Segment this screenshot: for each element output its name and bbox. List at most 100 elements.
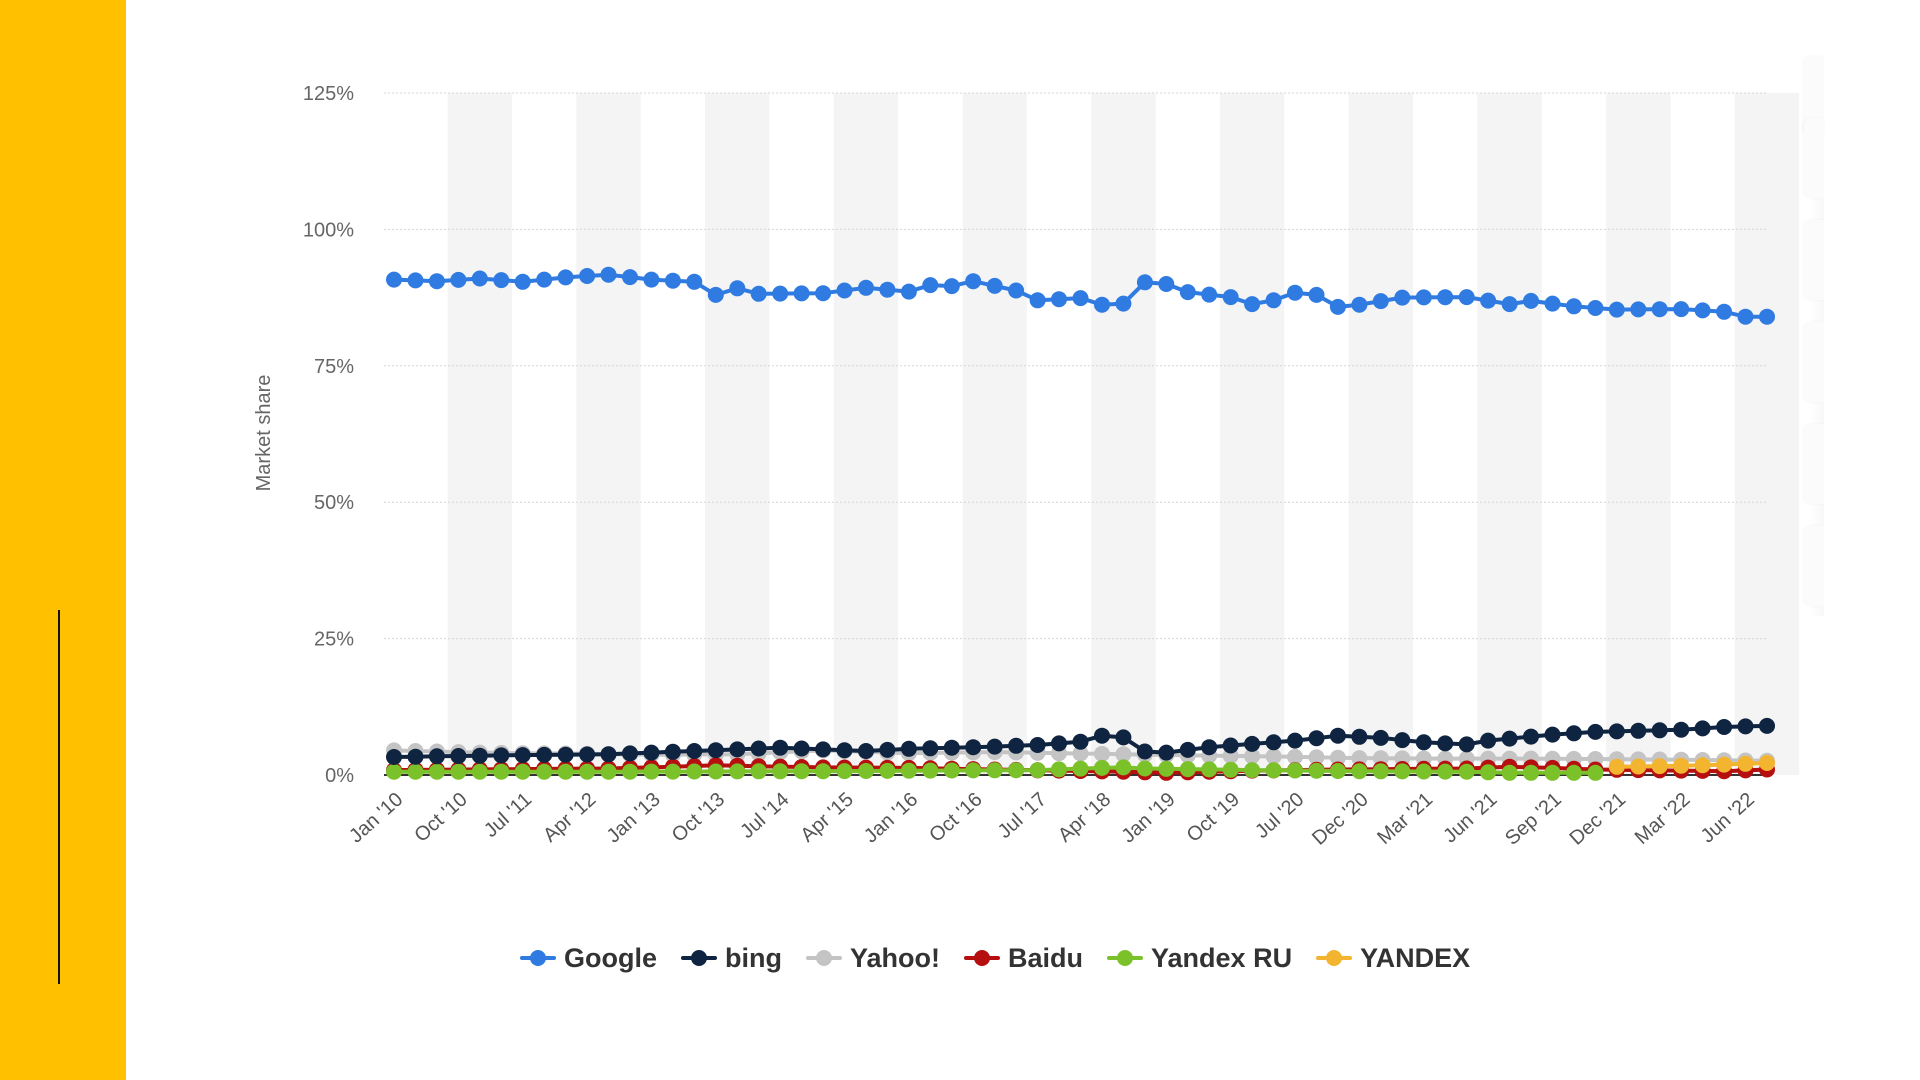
data-point[interactable] [750, 763, 767, 780]
data-point[interactable] [1694, 720, 1711, 737]
data-point[interactable] [1630, 722, 1647, 739]
data-point[interactable] [1523, 764, 1539, 781]
legend-item[interactable]: YANDEX [1316, 943, 1470, 974]
data-point[interactable] [1415, 289, 1432, 306]
data-point[interactable] [1179, 761, 1196, 778]
data-point[interactable] [900, 283, 917, 300]
data-point[interactable] [1329, 298, 1346, 315]
data-point[interactable] [1222, 737, 1239, 754]
data-point[interactable] [1136, 743, 1153, 760]
data-point[interactable] [1737, 755, 1754, 772]
data-point[interactable] [1673, 757, 1690, 774]
data-point[interactable] [1759, 755, 1775, 771]
data-point[interactable] [1630, 301, 1647, 318]
data-point[interactable] [1351, 728, 1368, 745]
data-point[interactable] [836, 763, 853, 780]
data-point[interactable] [1287, 732, 1303, 749]
data-point[interactable] [1587, 764, 1604, 781]
data-point[interactable] [1651, 301, 1668, 318]
data-point[interactable] [1458, 736, 1475, 753]
legend-item[interactable]: bing [681, 943, 782, 974]
data-point[interactable] [836, 742, 853, 759]
data-point[interactable] [450, 748, 467, 764]
data-point[interactable] [386, 763, 402, 780]
data-point[interactable] [1351, 750, 1368, 767]
data-point[interactable] [1287, 762, 1303, 779]
data-point[interactable] [1072, 745, 1089, 762]
data-point[interactable] [1651, 758, 1668, 775]
data-point[interactable] [1759, 308, 1775, 325]
data-point[interactable] [1394, 732, 1411, 749]
data-point[interactable] [1244, 735, 1261, 752]
data-point[interactable] [643, 744, 660, 761]
data-point[interactable] [1265, 734, 1282, 751]
data-point[interactable] [922, 277, 939, 294]
data-point[interactable] [1029, 737, 1046, 753]
data-point[interactable] [1201, 286, 1218, 303]
legend-item[interactable]: Baidu [964, 943, 1083, 974]
data-point[interactable] [772, 763, 789, 780]
data-point[interactable] [1480, 732, 1497, 749]
legend-item[interactable]: Yahoo! [805, 943, 940, 974]
data-point[interactable] [1415, 763, 1432, 780]
data-point[interactable] [1265, 292, 1282, 309]
data-point[interactable] [514, 273, 531, 290]
data-point[interactable] [557, 269, 574, 286]
data-point[interactable] [1329, 763, 1346, 779]
data-point[interactable] [1544, 295, 1561, 312]
side-panel-tab[interactable] [1804, 118, 1824, 198]
data-point[interactable] [793, 763, 810, 780]
data-point[interactable] [1372, 293, 1389, 310]
data-point[interactable] [1394, 763, 1411, 780]
data-point[interactable] [858, 279, 874, 296]
data-point[interactable] [815, 741, 832, 758]
data-point[interactable] [1158, 276, 1175, 292]
data-point[interactable] [900, 762, 917, 779]
data-point[interactable] [1287, 284, 1303, 301]
data-point[interactable] [600, 266, 617, 283]
data-point[interactable] [986, 738, 1003, 755]
data-point[interactable] [729, 280, 746, 297]
data-point[interactable] [1737, 308, 1754, 325]
data-point[interactable] [1480, 292, 1497, 309]
data-point[interactable] [1136, 274, 1153, 291]
data-point[interactable] [1673, 301, 1690, 318]
data-point[interactable] [471, 763, 488, 780]
data-point[interactable] [1308, 730, 1325, 747]
data-point[interactable] [493, 272, 510, 289]
data-point[interactable] [793, 740, 810, 757]
data-point[interactable] [1051, 291, 1067, 308]
data-point[interactable] [643, 271, 660, 288]
data-point[interactable] [1051, 735, 1067, 752]
data-point[interactable] [1415, 734, 1432, 751]
data-point[interactable] [1329, 727, 1346, 744]
data-point[interactable] [536, 763, 553, 780]
data-point[interactable] [1244, 296, 1261, 313]
data-point[interactable] [1630, 758, 1647, 775]
data-point[interactable] [600, 746, 617, 763]
data-point[interactable] [1265, 762, 1282, 779]
data-point[interactable] [1523, 292, 1539, 309]
data-point[interactable] [1329, 749, 1346, 766]
data-point[interactable] [1008, 737, 1025, 754]
side-panel-tab[interactable] [1804, 56, 1824, 136]
data-point[interactable] [579, 763, 596, 780]
data-point[interactable] [428, 763, 445, 780]
data-point[interactable] [858, 763, 874, 779]
data-point[interactable] [450, 271, 467, 288]
data-point[interactable] [1222, 761, 1239, 778]
data-point[interactable] [1394, 289, 1411, 306]
data-point[interactable] [965, 762, 982, 779]
data-point[interactable] [557, 746, 574, 763]
data-point[interactable] [428, 273, 445, 290]
data-point[interactable] [1244, 748, 1261, 765]
data-point[interactable] [986, 277, 1003, 294]
data-point[interactable] [664, 272, 681, 289]
data-point[interactable] [1587, 300, 1604, 316]
data-point[interactable] [1587, 723, 1604, 740]
data-point[interactable] [1029, 762, 1046, 779]
data-point[interactable] [1480, 764, 1497, 781]
data-point[interactable] [1565, 764, 1582, 781]
data-point[interactable] [1072, 760, 1089, 777]
data-point[interactable] [1072, 733, 1089, 750]
